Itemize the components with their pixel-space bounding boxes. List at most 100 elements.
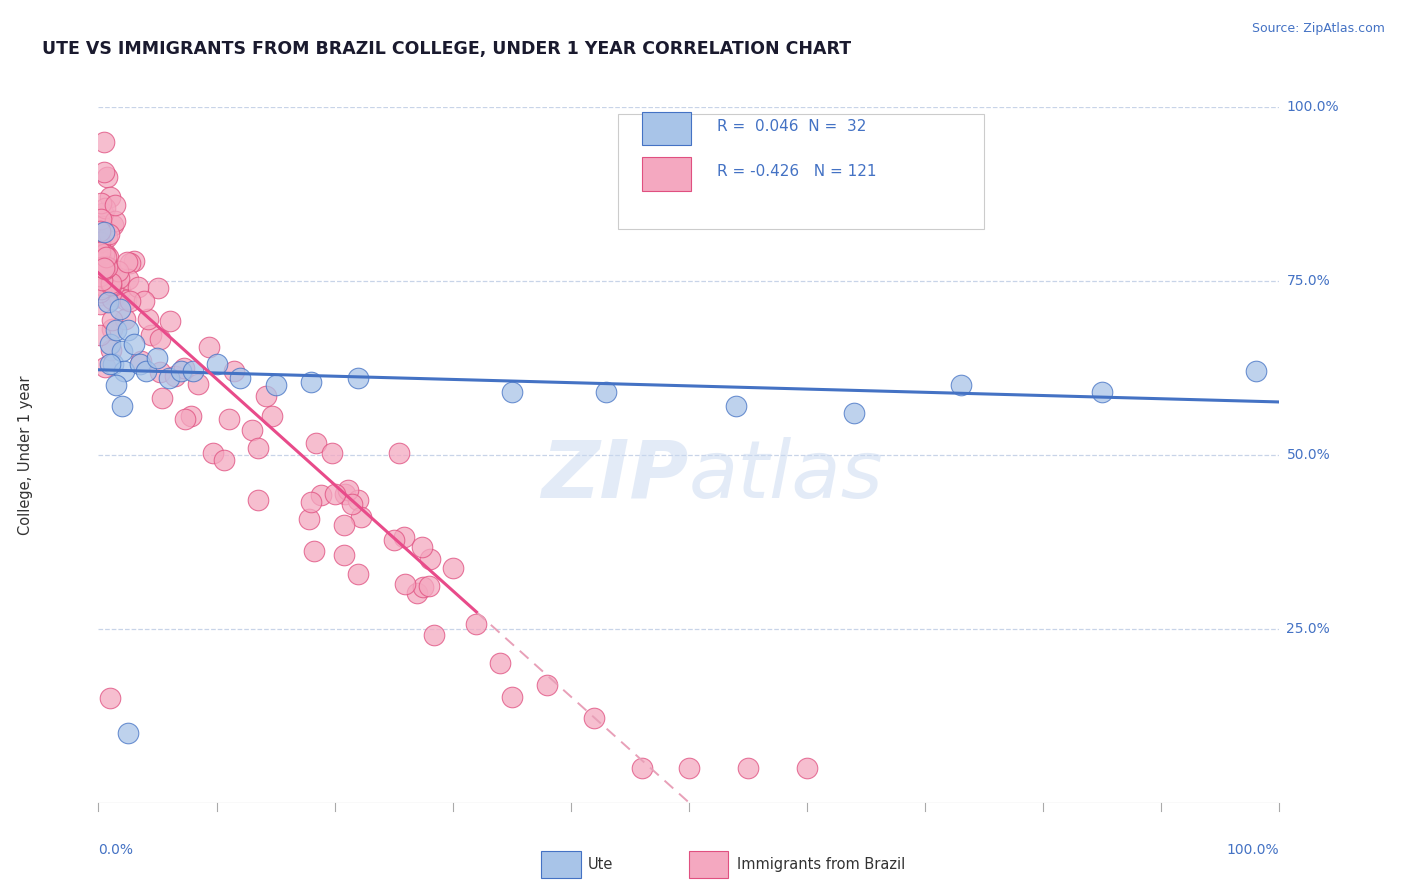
Point bbox=[94, 260, 117, 274]
Point bbox=[101, 312, 124, 326]
Point bbox=[103, 198, 125, 212]
Point bbox=[98, 261, 121, 276]
Point bbox=[90, 277, 112, 291]
Point bbox=[98, 336, 121, 351]
Point bbox=[419, 551, 441, 566]
FancyBboxPatch shape bbox=[641, 157, 692, 191]
Point bbox=[100, 276, 122, 290]
Point bbox=[536, 678, 558, 692]
Point bbox=[89, 327, 111, 342]
Point bbox=[382, 533, 405, 547]
Point bbox=[214, 453, 236, 467]
Point bbox=[105, 323, 128, 337]
Point bbox=[98, 691, 121, 706]
Text: R =  0.046  N =  32: R = 0.046 N = 32 bbox=[717, 119, 866, 134]
Point bbox=[117, 271, 139, 285]
Point bbox=[100, 278, 122, 293]
Point bbox=[501, 385, 523, 400]
Point bbox=[122, 253, 145, 268]
Point bbox=[165, 369, 187, 384]
Point bbox=[336, 483, 359, 498]
Point bbox=[260, 409, 283, 423]
Point bbox=[110, 283, 132, 297]
Text: College, Under 1 year: College, Under 1 year bbox=[18, 376, 32, 534]
Point bbox=[333, 486, 356, 500]
Point bbox=[725, 399, 748, 413]
Point bbox=[118, 293, 141, 308]
Point bbox=[104, 289, 127, 303]
Point bbox=[112, 364, 135, 378]
Point bbox=[583, 711, 606, 725]
Text: 100.0%: 100.0% bbox=[1286, 100, 1339, 114]
Point bbox=[423, 627, 446, 641]
Point bbox=[107, 263, 129, 277]
Point bbox=[949, 378, 972, 392]
Point bbox=[229, 371, 252, 385]
Point bbox=[129, 354, 152, 368]
Point bbox=[264, 378, 287, 392]
FancyBboxPatch shape bbox=[619, 114, 984, 229]
FancyBboxPatch shape bbox=[641, 112, 692, 145]
Point bbox=[97, 227, 120, 241]
Point bbox=[394, 577, 416, 591]
Point bbox=[93, 135, 115, 149]
Point bbox=[737, 761, 759, 775]
Point bbox=[342, 497, 364, 511]
Point bbox=[347, 371, 370, 385]
Point bbox=[91, 219, 114, 233]
Point bbox=[246, 441, 269, 455]
Point bbox=[89, 269, 111, 284]
Point bbox=[89, 241, 111, 255]
Point bbox=[418, 579, 440, 593]
Text: 100.0%: 100.0% bbox=[1227, 843, 1279, 857]
Point bbox=[1091, 385, 1114, 400]
Point bbox=[91, 260, 114, 274]
Point bbox=[218, 411, 240, 425]
Point bbox=[90, 212, 112, 227]
Point bbox=[117, 726, 139, 740]
Point bbox=[115, 254, 138, 268]
Point bbox=[93, 201, 115, 215]
Point bbox=[305, 436, 328, 450]
Point bbox=[93, 165, 115, 179]
Point bbox=[411, 541, 433, 555]
Point bbox=[388, 446, 411, 460]
Point bbox=[201, 446, 224, 460]
Point bbox=[146, 351, 169, 365]
Point bbox=[299, 495, 322, 509]
Point bbox=[441, 560, 464, 574]
Point bbox=[174, 411, 197, 425]
Point bbox=[91, 253, 114, 268]
Point bbox=[96, 230, 118, 244]
Point bbox=[101, 322, 124, 336]
Point bbox=[678, 761, 700, 775]
Point bbox=[135, 364, 157, 378]
Point bbox=[157, 371, 180, 385]
Point bbox=[181, 364, 204, 378]
Point bbox=[100, 343, 122, 357]
Text: ZIP: ZIP bbox=[541, 437, 689, 515]
Point bbox=[104, 214, 127, 228]
Point bbox=[150, 391, 173, 405]
Point bbox=[93, 247, 115, 261]
Point bbox=[114, 293, 136, 308]
Point bbox=[101, 358, 124, 372]
Point bbox=[412, 580, 434, 594]
Point bbox=[321, 446, 343, 460]
Point bbox=[108, 271, 131, 285]
Point bbox=[89, 235, 111, 250]
Point bbox=[98, 190, 121, 204]
Point bbox=[159, 314, 181, 328]
Point bbox=[392, 530, 415, 544]
Point bbox=[796, 761, 818, 775]
Point bbox=[108, 301, 131, 316]
Text: 25.0%: 25.0% bbox=[1286, 622, 1330, 636]
Point bbox=[96, 250, 118, 264]
Point bbox=[187, 376, 209, 391]
Text: atlas: atlas bbox=[689, 437, 884, 515]
Point bbox=[198, 340, 221, 354]
Point bbox=[91, 205, 114, 219]
Point bbox=[91, 273, 114, 287]
Point bbox=[347, 566, 370, 581]
Point bbox=[93, 260, 115, 275]
